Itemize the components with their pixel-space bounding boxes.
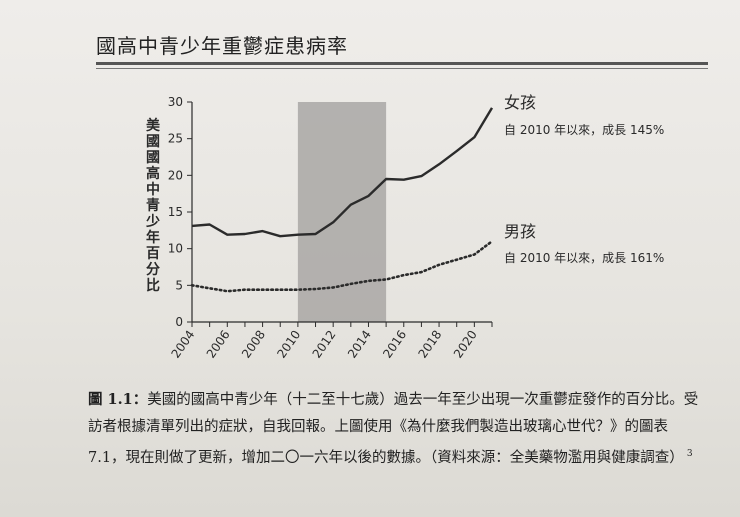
caption-label: 圖 1.1：	[88, 391, 148, 408]
y-axis-label-char: 高	[146, 165, 160, 182]
y-axis-label-char: 年	[146, 229, 160, 246]
title-rule-thin	[96, 68, 708, 69]
chart-title: 國高中青少年重鬱症患病率	[96, 34, 348, 58]
y-axis-label-char: 國	[146, 134, 160, 150]
x-tick-label-2008: 2008	[239, 328, 268, 361]
x-tick-label-2004: 2004	[168, 328, 197, 361]
caption-text: 美國的國高中青少年（十二至十七歲）過去一年至少出現一次重鬱症發作的百分比。受訪者…	[88, 392, 699, 466]
y-axis-label-char: 少	[145, 213, 160, 230]
y-axis-label-char: 青	[146, 197, 160, 214]
y-axis-label-char: 中	[146, 181, 160, 198]
y-axis-label-char: 百	[146, 246, 160, 262]
y-tick-label-30: 30	[168, 95, 183, 109]
y-axis-label-char: 分	[146, 262, 160, 278]
series-line-boys	[190, 240, 494, 293]
series-name-boys: 男孩	[504, 222, 536, 241]
x-tick-label-2012: 2012	[310, 328, 339, 361]
caption-footnote: 3	[686, 449, 693, 459]
series-line-girls	[191, 107, 494, 238]
y-axis-label-char: 比	[146, 277, 160, 294]
y-tick-label-10: 10	[168, 242, 183, 256]
series-layer	[190, 107, 494, 293]
y-tick-label-0: 0	[175, 315, 183, 329]
series-name-girls: 女孩	[504, 93, 536, 112]
depression-chart: 0 5 10 15 20 25 30 2004 2006 2008 2010 2012 2014 2016…	[145, 93, 664, 361]
y-axis-label-char: 國	[146, 150, 160, 166]
series-annotation-boys: 自 2010 年以來，成長 161%	[504, 251, 664, 265]
y-tick-label-25: 25	[168, 132, 183, 146]
x-tick-label-2014: 2014	[345, 328, 374, 361]
y-axis-label-char: 美	[146, 117, 161, 134]
x-tick-label-2006: 2006	[204, 328, 233, 361]
x-tick-label-2020: 2020	[451, 328, 480, 361]
series-annotation-girls: 自 2010 年以來，成長 145%	[504, 123, 664, 137]
x-tick-label-2018: 2018	[416, 328, 445, 361]
figure-caption: 圖 1.1：美國的國高中青少年（十二至十七歲）過去一年至少出現一次重鬱症發作的百…	[88, 386, 700, 472]
y-tick-label-15: 15	[168, 205, 183, 219]
y-tick-label-20: 20	[168, 168, 183, 182]
x-tick-label-2010: 2010	[274, 328, 303, 361]
title-rule-thick	[96, 62, 708, 65]
y-tick-label-5: 5	[175, 278, 183, 292]
x-tick-label-2016: 2016	[380, 328, 409, 361]
